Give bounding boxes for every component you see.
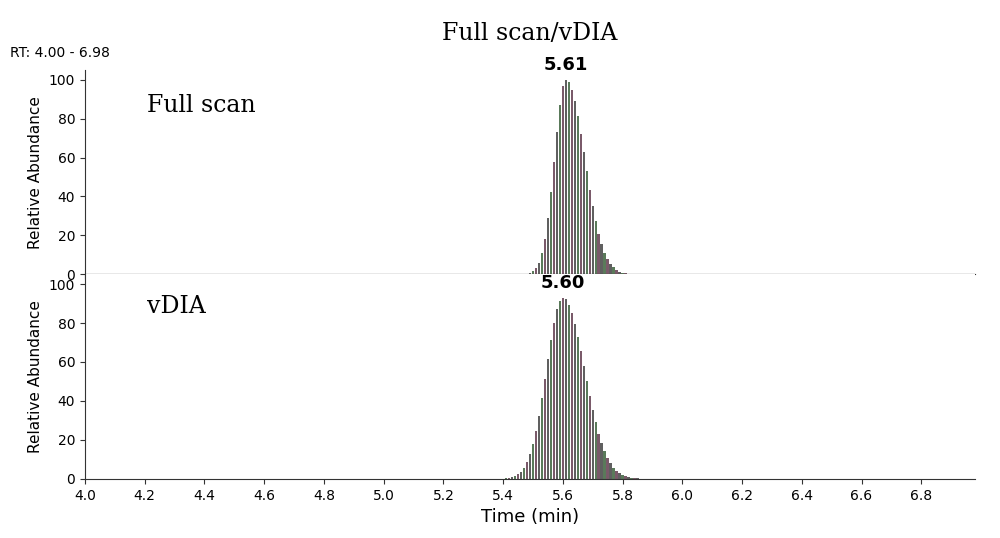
Bar	[589, 190, 591, 274]
Bar	[633, 478, 636, 479]
Bar	[544, 239, 546, 274]
Text: 5.60: 5.60	[541, 274, 585, 292]
Bar	[529, 273, 531, 274]
Bar	[520, 472, 522, 479]
Bar	[586, 172, 588, 274]
Bar	[568, 82, 570, 274]
Bar	[562, 298, 564, 479]
Bar	[603, 253, 606, 274]
Bar	[550, 340, 552, 479]
Bar	[544, 379, 546, 479]
Bar	[535, 431, 537, 479]
Bar	[571, 313, 573, 479]
Text: 5.61: 5.61	[544, 56, 588, 74]
Bar	[532, 444, 534, 479]
Bar	[529, 454, 531, 479]
Bar	[583, 366, 585, 479]
Bar	[586, 381, 588, 479]
Bar	[547, 218, 549, 274]
Bar	[538, 416, 540, 479]
Bar	[627, 477, 630, 479]
Bar	[630, 478, 633, 479]
Bar	[532, 272, 534, 274]
Bar	[621, 475, 624, 479]
Bar	[553, 162, 555, 274]
Bar	[600, 244, 603, 274]
Bar	[574, 324, 576, 479]
Bar	[606, 458, 609, 479]
Bar	[624, 273, 627, 274]
Bar	[583, 152, 585, 274]
Bar	[595, 422, 597, 479]
Bar	[514, 476, 516, 479]
Bar	[508, 478, 510, 479]
Bar	[592, 207, 594, 274]
Bar	[547, 359, 549, 479]
Y-axis label: Relative Abundance: Relative Abundance	[28, 96, 43, 249]
Bar	[624, 476, 627, 479]
Bar	[618, 272, 621, 274]
Bar	[571, 89, 573, 274]
Text: vDIA: vDIA	[147, 295, 206, 318]
Bar	[568, 305, 570, 479]
Text: Full scan/vDIA: Full scan/vDIA	[442, 22, 618, 45]
Text: Full scan: Full scan	[147, 95, 256, 117]
Bar	[618, 473, 621, 479]
Bar	[615, 471, 618, 479]
Bar	[541, 253, 543, 274]
Bar	[600, 443, 603, 479]
Bar	[535, 268, 537, 274]
Bar	[609, 464, 612, 479]
Bar	[595, 221, 597, 274]
Bar	[556, 132, 558, 274]
Bar	[574, 101, 576, 274]
Bar	[580, 134, 582, 274]
Bar	[577, 337, 579, 479]
X-axis label: Time (min): Time (min)	[481, 508, 579, 526]
Bar	[612, 267, 615, 274]
Bar	[559, 301, 561, 479]
Bar	[577, 116, 579, 274]
Bar	[589, 396, 591, 479]
Y-axis label: Relative Abundance: Relative Abundance	[28, 300, 43, 453]
Bar	[609, 264, 612, 274]
Bar	[559, 105, 561, 274]
Bar	[606, 259, 609, 274]
Bar	[612, 468, 615, 479]
Bar	[597, 234, 600, 274]
Bar	[511, 477, 513, 479]
Bar	[526, 462, 528, 479]
Bar	[556, 309, 558, 479]
Bar	[541, 398, 543, 479]
Bar	[621, 273, 624, 274]
Bar	[517, 475, 519, 479]
Bar	[538, 263, 540, 274]
Bar	[565, 80, 567, 274]
Bar	[565, 300, 567, 479]
Text: RT: 4.00 - 6.98: RT: 4.00 - 6.98	[10, 46, 110, 60]
Bar	[580, 351, 582, 479]
Bar	[597, 434, 600, 479]
Bar	[592, 410, 594, 479]
Bar	[603, 451, 606, 479]
Bar	[550, 193, 552, 274]
Bar	[553, 323, 555, 479]
Bar	[562, 86, 564, 274]
Bar	[523, 468, 525, 479]
Bar	[615, 270, 618, 274]
